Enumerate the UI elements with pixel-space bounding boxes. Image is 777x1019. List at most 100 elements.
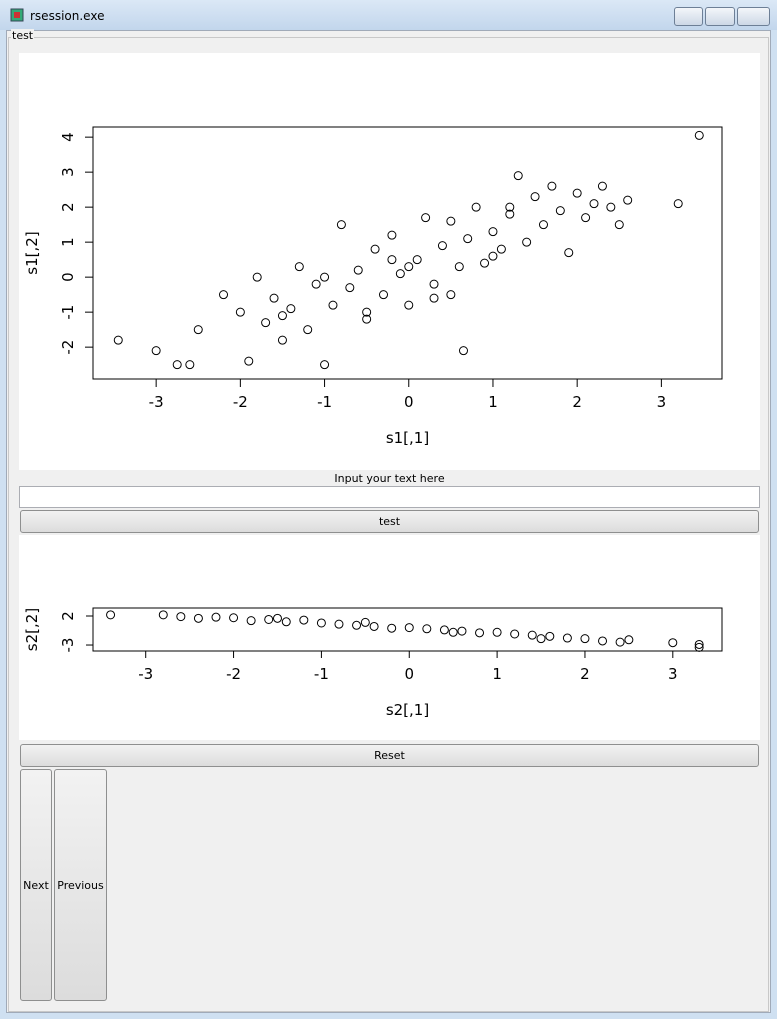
- point: [624, 635, 634, 645]
- point: [673, 199, 683, 209]
- text-input[interactable]: [19, 486, 760, 508]
- x-tick-label: 1: [488, 393, 498, 411]
- point: [113, 335, 123, 345]
- point: [328, 300, 338, 310]
- reset-button[interactable]: Reset: [20, 744, 759, 767]
- plot-box: [92, 607, 723, 652]
- point: [463, 234, 473, 244]
- point: [505, 209, 515, 219]
- point: [580, 634, 590, 644]
- point: [252, 272, 262, 282]
- point: [272, 613, 282, 623]
- point: [422, 624, 432, 634]
- point: [694, 639, 704, 649]
- next-button[interactable]: Next: [20, 769, 52, 1001]
- test-button[interactable]: test: [20, 510, 759, 533]
- point: [471, 202, 481, 212]
- group-frame: [8, 37, 769, 1012]
- point: [446, 290, 456, 300]
- y-axis-title: s1[,2]: [23, 231, 41, 274]
- point: [176, 612, 186, 622]
- close-button[interactable]: [737, 7, 770, 26]
- point: [421, 213, 431, 223]
- frame-label: test: [11, 29, 35, 42]
- point: [572, 188, 582, 198]
- chart: -3 -2 -1 0 1 2 3 -3 2 s2[,1] s2[,2]: [23, 607, 723, 719]
- point: [264, 614, 274, 624]
- x-tick-label: 0: [404, 393, 414, 411]
- point: [362, 314, 372, 324]
- point: [496, 244, 506, 254]
- x-tick-label: -3: [149, 393, 164, 411]
- point: [360, 617, 370, 627]
- point: [446, 216, 456, 226]
- x-tick-label: -1: [317, 393, 332, 411]
- point: [614, 220, 624, 230]
- point: [387, 230, 397, 240]
- point: [597, 181, 607, 191]
- point: [480, 258, 490, 268]
- point: [448, 627, 458, 637]
- point: [538, 220, 548, 230]
- point: [615, 637, 625, 647]
- x-tick-label: -3: [138, 665, 153, 683]
- minimize-button[interactable]: [674, 7, 703, 26]
- point: [694, 642, 704, 652]
- input-label: Input your text here: [334, 472, 445, 485]
- point: [229, 613, 239, 623]
- point: [429, 279, 439, 289]
- x-tick-label: 3: [668, 665, 678, 683]
- y-tick-label: 4: [59, 132, 77, 142]
- point: [458, 346, 468, 356]
- point: [694, 130, 704, 140]
- point: [269, 293, 279, 303]
- point: [158, 610, 168, 620]
- y-tick-label: -2: [59, 340, 77, 355]
- point: [547, 181, 557, 191]
- previous-button[interactable]: Previous: [54, 769, 107, 1001]
- title-bar: rsession.exe: [0, 0, 777, 30]
- x-tick-label: -2: [226, 665, 241, 683]
- point: [353, 265, 363, 275]
- maximize-button[interactable]: [705, 7, 735, 26]
- x-axis-title: s2[,1]: [386, 701, 429, 719]
- y-tick-label: 2: [59, 611, 77, 621]
- point: [281, 617, 291, 627]
- chart: -3 -2 -1 0 1 2 3 -2 -1 0 1 2 3 4 s1[,1] s1[,2]: [23, 126, 723, 447]
- point: [336, 220, 346, 230]
- point: [387, 255, 397, 265]
- point: [488, 227, 498, 237]
- point: [454, 262, 464, 272]
- point: [303, 325, 313, 335]
- point: [106, 610, 116, 620]
- point: [555, 206, 565, 216]
- point: [294, 262, 304, 272]
- x-tick-label: -1: [314, 665, 329, 683]
- point: [235, 307, 245, 317]
- y-tick-label: -3: [59, 638, 77, 653]
- point: [277, 335, 287, 345]
- point: [457, 626, 467, 636]
- point: [668, 638, 678, 648]
- point: [320, 360, 330, 370]
- app-icon: [10, 8, 24, 22]
- point: [505, 202, 515, 212]
- point: [172, 360, 182, 370]
- point: [286, 304, 296, 314]
- point: [510, 629, 520, 639]
- point: [530, 192, 540, 202]
- point: [439, 625, 449, 635]
- point: [193, 325, 203, 335]
- plot-panel: [19, 53, 760, 470]
- y-tick-label: 0: [59, 272, 77, 282]
- point: [277, 311, 287, 321]
- point: [522, 237, 532, 247]
- x-tick-label: 2: [572, 393, 582, 411]
- plot-box: [92, 126, 723, 380]
- point: [492, 627, 502, 637]
- plot-panel: [19, 535, 760, 740]
- point: [320, 272, 330, 282]
- y-tick-label: 1: [59, 237, 77, 247]
- point: [244, 356, 254, 366]
- point: [185, 360, 195, 370]
